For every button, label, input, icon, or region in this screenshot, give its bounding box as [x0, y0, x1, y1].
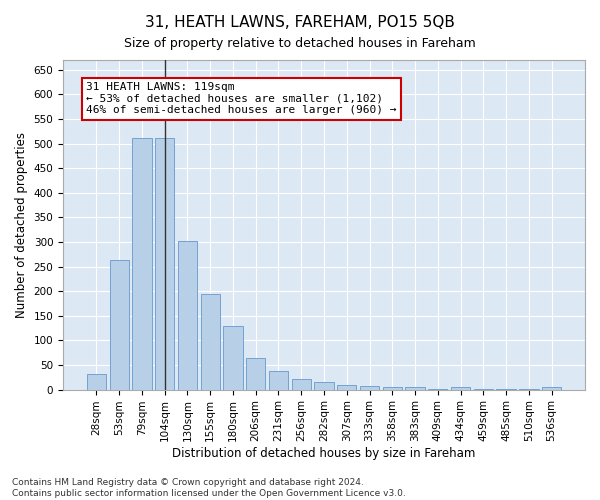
Bar	[451, 387, 470, 390]
Text: Contains HM Land Registry data © Crown copyright and database right 2024.
Contai: Contains HM Land Registry data © Crown c…	[12, 478, 406, 498]
Bar	[200, 294, 220, 390]
Bar	[246, 358, 265, 390]
Bar	[406, 387, 425, 390]
Bar	[542, 387, 561, 390]
Bar	[132, 138, 152, 390]
Bar	[155, 138, 175, 390]
Text: Size of property relative to detached houses in Fareham: Size of property relative to detached ho…	[124, 38, 476, 51]
Bar	[292, 379, 311, 390]
Bar	[87, 374, 106, 390]
Bar	[110, 260, 129, 390]
Bar	[269, 371, 288, 390]
Text: 31 HEATH LAWNS: 119sqm
← 53% of detached houses are smaller (1,102)
46% of semi-: 31 HEATH LAWNS: 119sqm ← 53% of detached…	[86, 82, 397, 116]
Y-axis label: Number of detached properties: Number of detached properties	[15, 132, 28, 318]
X-axis label: Distribution of detached houses by size in Fareham: Distribution of detached houses by size …	[172, 447, 476, 460]
Bar	[314, 382, 334, 390]
Bar	[383, 387, 402, 390]
Text: 31, HEATH LAWNS, FAREHAM, PO15 5QB: 31, HEATH LAWNS, FAREHAM, PO15 5QB	[145, 15, 455, 30]
Bar	[360, 386, 379, 390]
Bar	[223, 326, 242, 390]
Bar	[337, 384, 356, 390]
Bar	[178, 240, 197, 390]
